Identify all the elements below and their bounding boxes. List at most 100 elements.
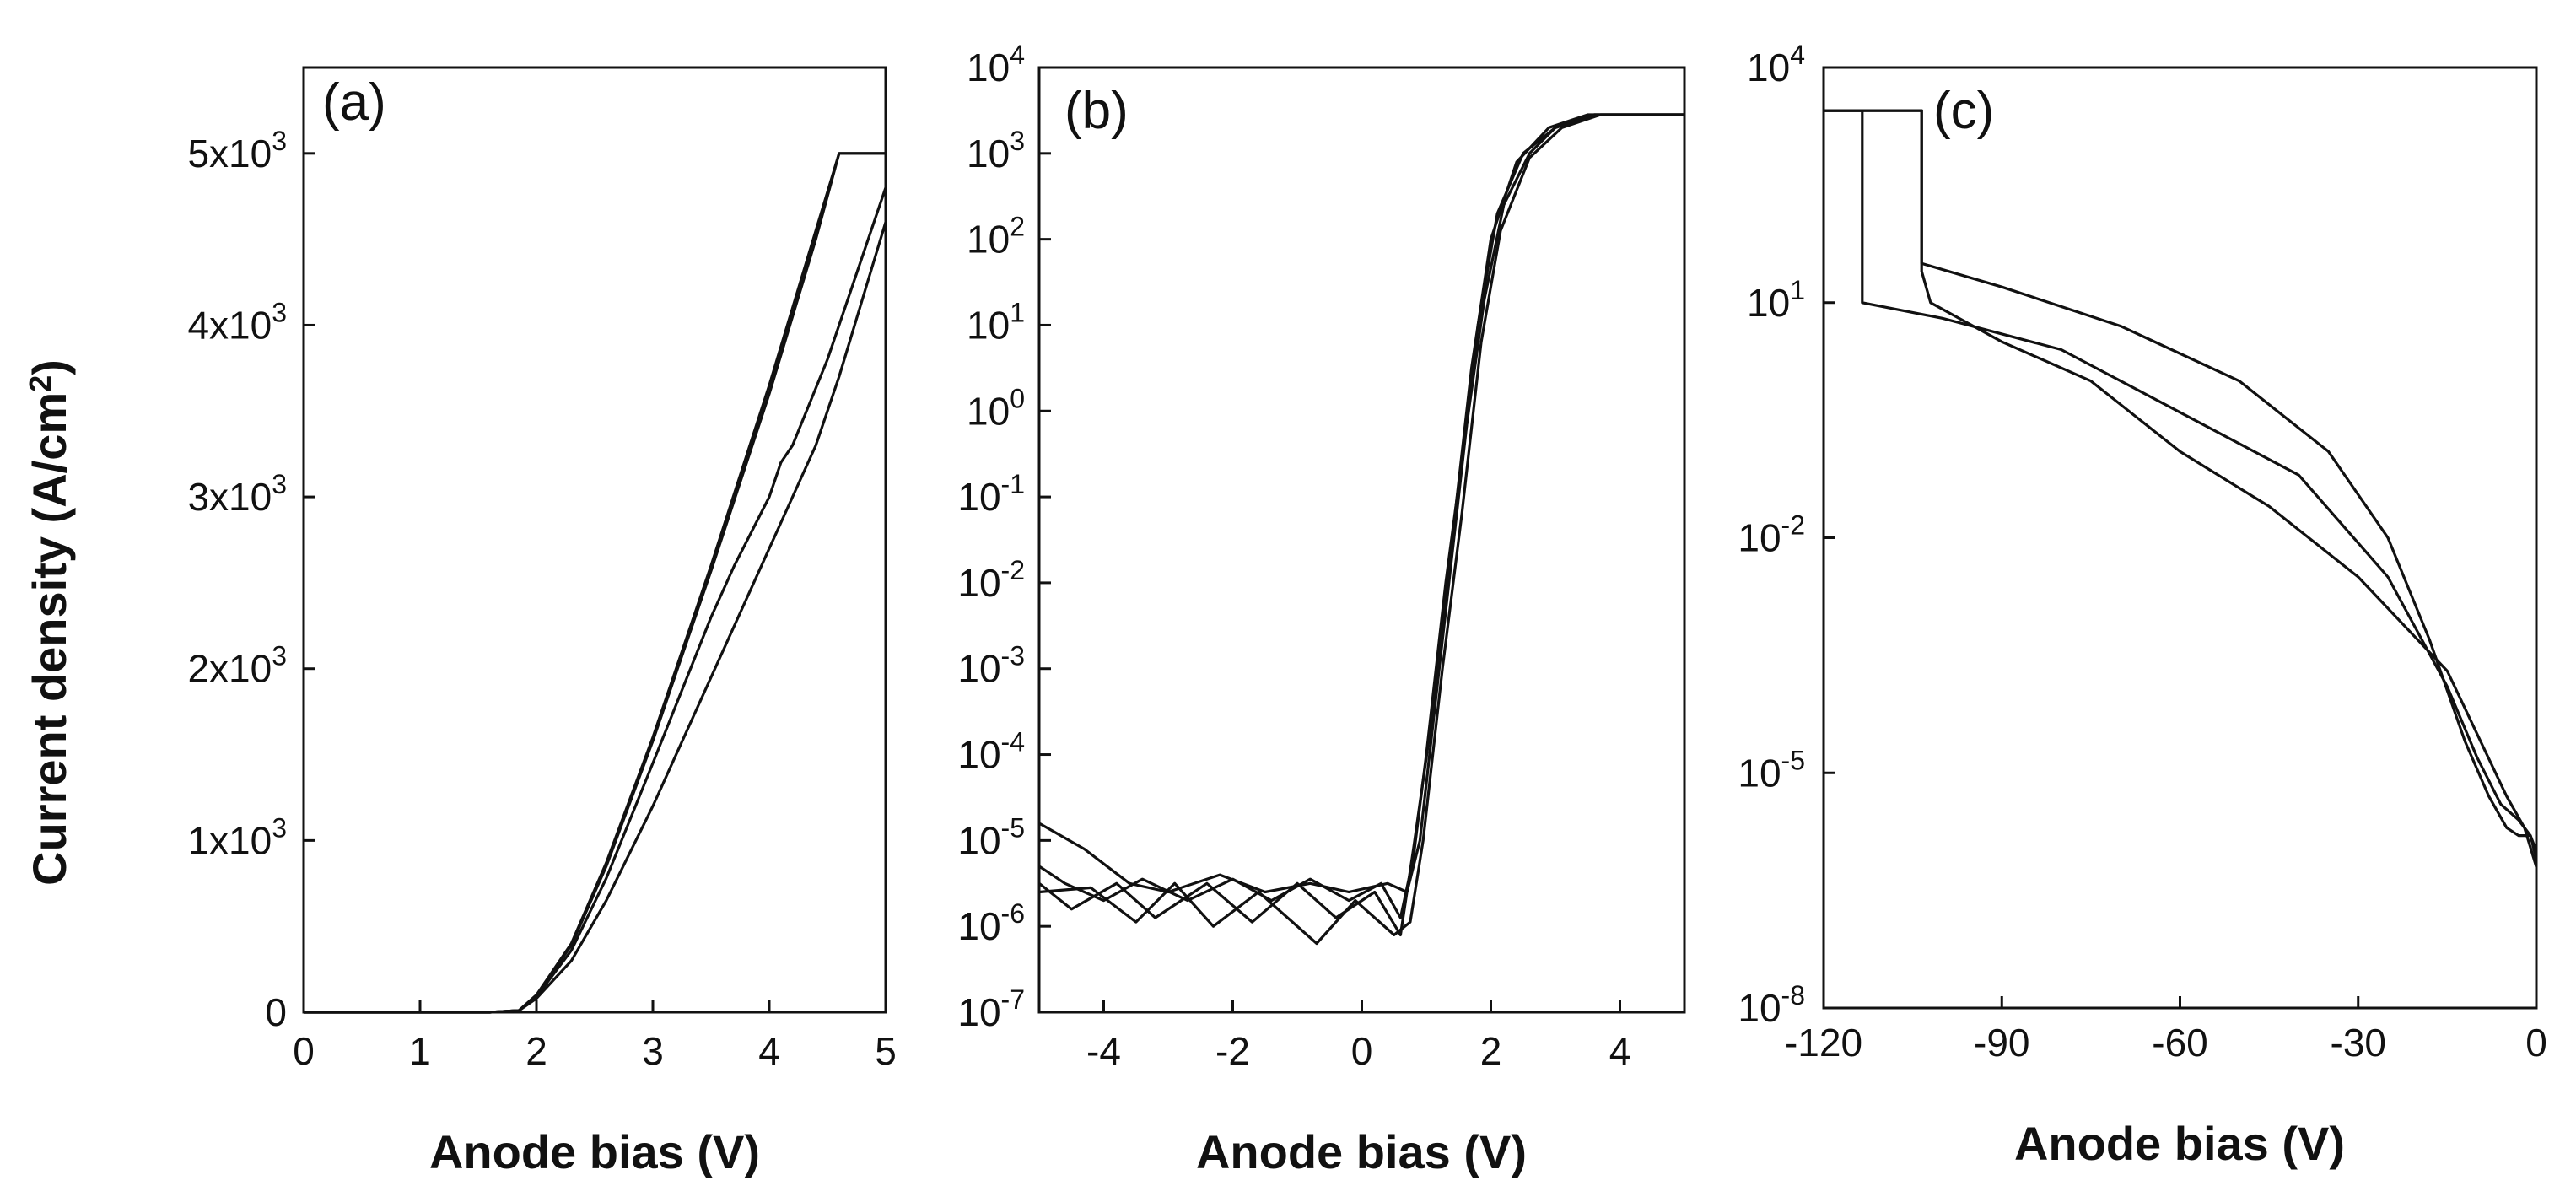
panel-b-x-tick-label: 0 (1351, 1029, 1373, 1073)
panel-b-y-tick-label: 104 (967, 40, 1025, 89)
y-tick-exponent: 4 (1790, 40, 1805, 70)
y-tick-exponent: -4 (1001, 727, 1025, 757)
y-tick-base: 10 (1747, 281, 1790, 325)
panel-b-y-tick-label: 10-4 (957, 727, 1025, 777)
y-tick-base: 10 (1738, 751, 1781, 795)
y-tick-exponent: 0 (1010, 383, 1025, 413)
y-tick-base: 10 (1738, 516, 1781, 560)
panel-a-y-tick-label: 5x103 (187, 126, 287, 175)
y-tick-base: 10 (957, 990, 1000, 1034)
y-tick-exponent: 3 (272, 812, 287, 843)
panel-b-x-tick-label: -4 (1086, 1029, 1121, 1073)
panel-c-y-tick-label: 10-5 (1738, 745, 1805, 795)
y-tick-exponent: -8 (1781, 980, 1805, 1011)
y-tick-exponent: -7 (1001, 984, 1025, 1015)
panel-b-y-tick-label: 101 (967, 297, 1025, 347)
panel-c-y-tick-label: 10-2 (1738, 510, 1805, 560)
y-tick-exponent: -5 (1781, 745, 1805, 775)
panel-b-ticks: -4 -2 0 2 410-710-610-510-410-310-210-110010… (957, 40, 1630, 1073)
y-tick-base: 10 (967, 303, 1010, 347)
y-tick-base: 10 (957, 475, 1000, 519)
panel-c-x-tick-label: -90 (1974, 1021, 2029, 1065)
panel-c-x-axis-label: Anode bias (V) (2014, 1117, 2345, 1170)
panel-a-y-tick-label: 4x103 (187, 297, 287, 347)
y-tick-base: 10 (1747, 46, 1790, 89)
panel-c-series-curve-2 (1824, 109, 2538, 860)
y-tick-exponent: -6 (1001, 898, 1025, 929)
y-tick-base: 5x10 (187, 132, 272, 175)
y-tick-base: 10 (957, 561, 1000, 605)
panel-b: (b) -4 -2 0 2 410-710-610-510-410-310-210-11… (957, 40, 1686, 1178)
panel-b-series-curve-1 (1038, 113, 1684, 894)
y-tick-exponent: -1 (1001, 469, 1025, 499)
panel-a-y-tick-label: 0 (265, 990, 287, 1034)
panel-a-frame (302, 66, 887, 1014)
panel-b-series-curve-4 (1038, 113, 1684, 946)
panel-c-frame (1822, 66, 2538, 1010)
panel-b-series-curve-2 (1038, 113, 1684, 919)
panel-a-y-tick-label: 1x103 (187, 812, 287, 862)
panel-c-x-tick-label: 0 (2525, 1021, 2547, 1065)
y-axis-title: Current density (A/cm2) (23, 359, 76, 886)
y-tick-exponent: -2 (1001, 555, 1025, 585)
panel-a-tag: (a) (322, 73, 386, 132)
y-tick-base: 10 (967, 218, 1010, 261)
panel-c-x-tick-label: -60 (2152, 1021, 2207, 1065)
y-tick-base: 10 (1738, 986, 1781, 1030)
panel-b-frame (1037, 66, 1686, 1014)
y-tick-base: 10 (957, 733, 1000, 777)
panel-c-x-tick-label: -120 (1785, 1021, 1862, 1065)
panel-b-x-tick-label: 4 (1609, 1029, 1631, 1073)
y-tick-exponent: 1 (1010, 297, 1025, 327)
y-tick-exponent: 3 (272, 641, 287, 671)
y-tick-exponent: -3 (1001, 641, 1025, 671)
panel-c-series (1824, 109, 2538, 868)
panel-b-y-tick-label: 10-6 (957, 898, 1025, 948)
y-axis-title-superscript: 2 (23, 375, 57, 392)
panel-a-series-curve-1 (304, 152, 886, 1014)
panel-b-x-axis-label: Anode bias (V) (1196, 1125, 1527, 1178)
y-tick-exponent: -2 (1781, 510, 1805, 541)
panel-b-series (1038, 113, 1684, 946)
panel-c-tag: (c) (1933, 82, 1994, 140)
y-tick-base: 10 (967, 46, 1010, 89)
panel-c-y-tick-label: 104 (1747, 40, 1805, 89)
panel-a-x-tick-label: 1 (409, 1029, 431, 1073)
y-tick-base: 1x10 (187, 818, 272, 862)
panel-b-y-tick-label: 102 (967, 212, 1025, 261)
panel-c-y-tick-label: 10-8 (1738, 980, 1805, 1030)
panel-a-series-curve-2 (304, 152, 886, 1014)
panel-b-y-tick-label: 100 (967, 383, 1025, 433)
y-tick-exponent: 2 (1010, 212, 1025, 242)
panel-b-x-tick-label: 2 (1480, 1029, 1502, 1073)
y-tick-exponent: 1 (1790, 275, 1805, 305)
panel-b-y-tick-label: 10-1 (957, 469, 1025, 519)
y-tick-base: 2x10 (187, 647, 272, 691)
y-axis-title-main: Current density (A/cm (23, 392, 76, 886)
panel-b-y-tick-label: 10-7 (957, 984, 1025, 1034)
panel-a-series-curve-4 (304, 221, 887, 1014)
y-tick-exponent: 3 (1010, 126, 1025, 156)
y-tick-base: 10 (957, 647, 1000, 691)
y-tick-exponent: 3 (272, 469, 287, 499)
panel-a-x-tick-label: 2 (525, 1029, 547, 1073)
panel-b-series-curve-3 (1038, 113, 1684, 936)
y-tick-exponent: -5 (1001, 812, 1025, 843)
panel-b-x-tick-label: -2 (1215, 1029, 1250, 1073)
panel-c-y-tick-label: 101 (1747, 275, 1805, 325)
panel-a-x-tick-label: 3 (642, 1029, 664, 1073)
panel-a-y-tick-label: 2x103 (187, 641, 287, 691)
y-tick-exponent: 4 (1010, 40, 1025, 70)
panel-b-y-tick-label: 10-3 (957, 641, 1025, 691)
y-tick-exponent: 3 (272, 126, 287, 156)
y-tick-base: 10 (957, 904, 1000, 948)
y-tick-base: 10 (967, 389, 1010, 433)
panel-a-y-tick-label: 3x103 (187, 469, 287, 519)
panel-c-series-curve-3 (1824, 109, 2538, 868)
panel-c-x-tick-label: -30 (2331, 1021, 2386, 1065)
y-tick-base: 4x10 (187, 303, 272, 347)
